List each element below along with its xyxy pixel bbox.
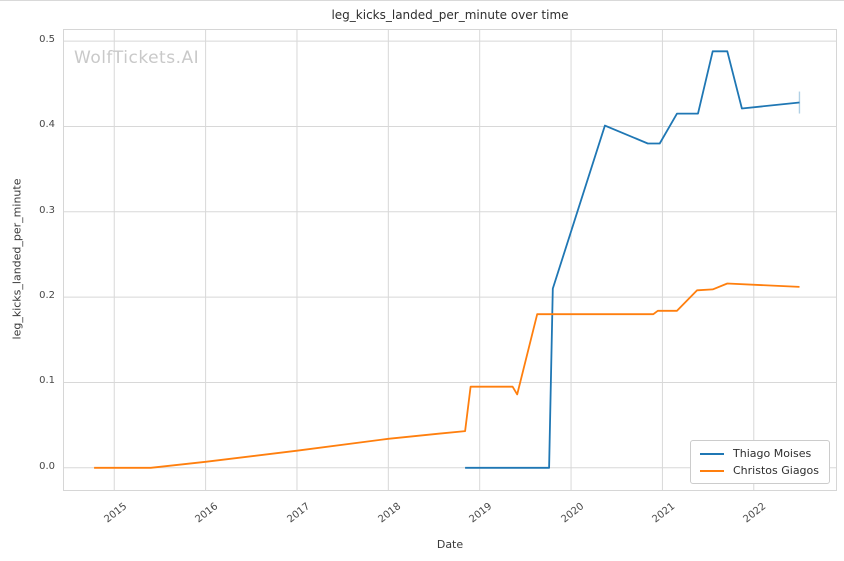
legend-entry-christos-giagos: Christos Giagos [700, 464, 819, 477]
x-axis-label: Date [436, 538, 464, 551]
watermark: WolfTickets.AI [74, 48, 200, 68]
x-tick-label: 2017 [284, 501, 312, 526]
legend-label: Christos Giagos [733, 464, 819, 477]
plot-canvas [64, 30, 836, 490]
legend-line-swatch-blue [700, 452, 724, 455]
series-line-christos-giagos [94, 282, 800, 469]
y-axis-label: leg_kicks_landed_per_minute [10, 178, 24, 340]
x-tick-label: 2020 [559, 501, 586, 526]
x-tick-label: 2015 [102, 501, 130, 526]
legend-entry-thiago-moises: Thiago Moises [700, 447, 819, 460]
plot-area [63, 29, 837, 491]
x-tick-label: 2019 [467, 501, 495, 526]
x-tick-label: 2018 [376, 501, 404, 526]
series-line-thiago-moises [465, 50, 800, 469]
x-tick-label: 2022 [741, 501, 769, 526]
x-tick-label: 2021 [650, 501, 678, 526]
y-tick-label: 0.5 [39, 34, 55, 46]
y-tick-label: 0.0 [39, 460, 55, 472]
y-tick-label: 0.3 [39, 204, 55, 216]
legend-line-swatch-orange [700, 469, 724, 472]
y-tick-label: 0.1 [39, 375, 55, 387]
legend: Thiago Moises Christos Giagos [690, 440, 830, 484]
x-tick-label: 2016 [193, 501, 221, 526]
y-tick-label: 0.4 [39, 119, 55, 131]
chart-title: leg_kicks_landed_per_minute over time [331, 8, 569, 22]
y-tick-label: 0.2 [39, 290, 55, 302]
legend-label: Thiago Moises [733, 447, 812, 460]
